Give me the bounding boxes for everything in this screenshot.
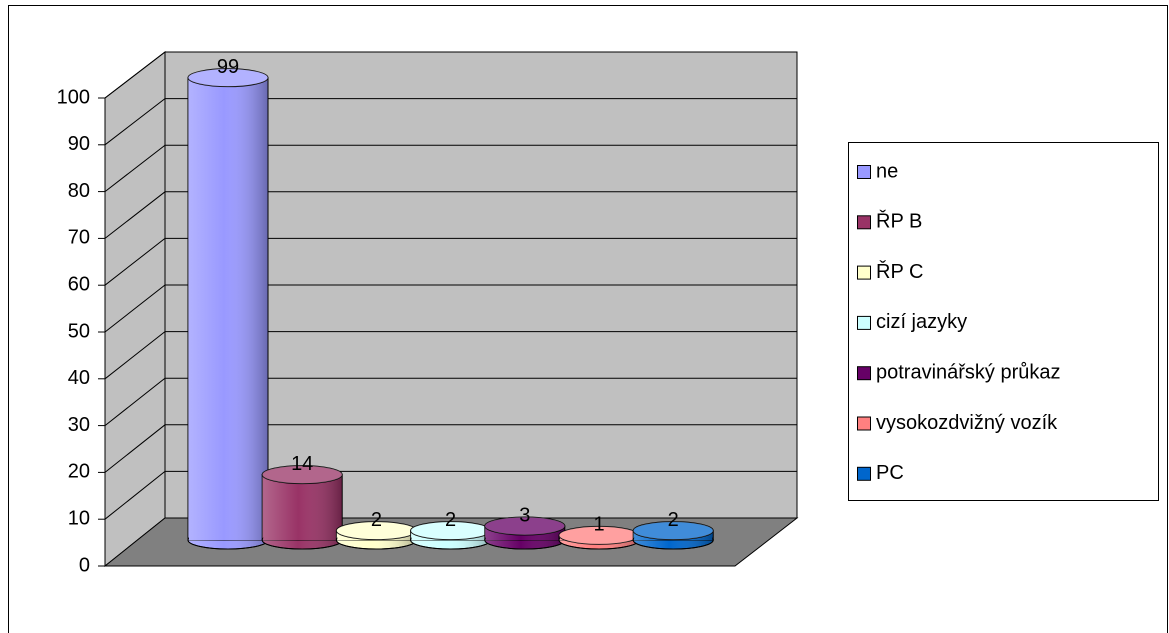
legend-label: ŘP B bbox=[876, 210, 922, 233]
legend bbox=[848, 142, 1159, 501]
data-label: 99 bbox=[217, 56, 239, 78]
grid-line bbox=[104, 191, 797, 239]
grid-line bbox=[104, 144, 797, 192]
bar-top-light bbox=[262, 465, 343, 484]
legend-swatch bbox=[857, 215, 871, 230]
grid-line bbox=[104, 424, 797, 473]
bar-top bbox=[187, 68, 269, 88]
grid-line bbox=[104, 377, 797, 426]
y-tick-label: 80 bbox=[68, 180, 90, 202]
data-label: 2 bbox=[445, 509, 456, 531]
y-tick-label: 90 bbox=[68, 133, 90, 155]
bar-top-light bbox=[188, 68, 268, 87]
bar-top-light bbox=[559, 526, 639, 545]
y-tick-label: 20 bbox=[68, 461, 90, 483]
y-tick-label: 10 bbox=[68, 507, 90, 529]
data-label: 14 bbox=[291, 453, 313, 475]
legend-label: ne bbox=[876, 160, 898, 182]
y-tick-label: 30 bbox=[68, 414, 90, 436]
bar-top bbox=[484, 516, 566, 536]
bar-top-light bbox=[484, 516, 565, 535]
legend-swatch bbox=[857, 466, 871, 481]
bar-top bbox=[261, 465, 343, 485]
grid-line bbox=[104, 331, 797, 380]
grid-line bbox=[104, 98, 797, 146]
y-tick-label: 100 bbox=[57, 86, 90, 108]
bar-cover-shade bbox=[189, 77, 267, 541]
y-tick-label: 40 bbox=[68, 367, 90, 389]
data-label: 2 bbox=[668, 509, 679, 531]
legend-label: ŘP C bbox=[876, 260, 923, 283]
bar-top-light bbox=[336, 521, 417, 540]
data-label: 1 bbox=[593, 514, 604, 536]
grid-line bbox=[104, 470, 797, 520]
data-label: 3 bbox=[519, 504, 530, 526]
legend-label: vysokozdvižný vozík bbox=[876, 412, 1058, 434]
legend-label: PC bbox=[876, 462, 904, 484]
y-tick-label: 50 bbox=[68, 320, 90, 342]
chart-border bbox=[8, 5, 1168, 633]
legend-swatch bbox=[857, 165, 871, 179]
y-tick-label: 70 bbox=[68, 227, 90, 249]
data-label: 2 bbox=[371, 509, 382, 531]
bar-top bbox=[632, 521, 714, 541]
legend-swatch bbox=[857, 366, 871, 381]
grid-line bbox=[104, 51, 797, 99]
y-tick-label: 60 bbox=[68, 273, 90, 295]
bar-top-light bbox=[410, 521, 491, 540]
legend-swatch bbox=[857, 315, 871, 330]
y-tick-label: 0 bbox=[79, 554, 90, 576]
grid-line bbox=[104, 284, 797, 333]
legend-label: cizí jazyky bbox=[876, 311, 967, 333]
bar-cover-shade bbox=[263, 474, 342, 540]
legend-swatch bbox=[857, 416, 871, 431]
grid-line bbox=[104, 237, 797, 286]
legend-swatch bbox=[857, 265, 871, 280]
legend-label: potravinářský průkaz bbox=[876, 361, 1061, 383]
bar-top-light bbox=[633, 521, 714, 540]
